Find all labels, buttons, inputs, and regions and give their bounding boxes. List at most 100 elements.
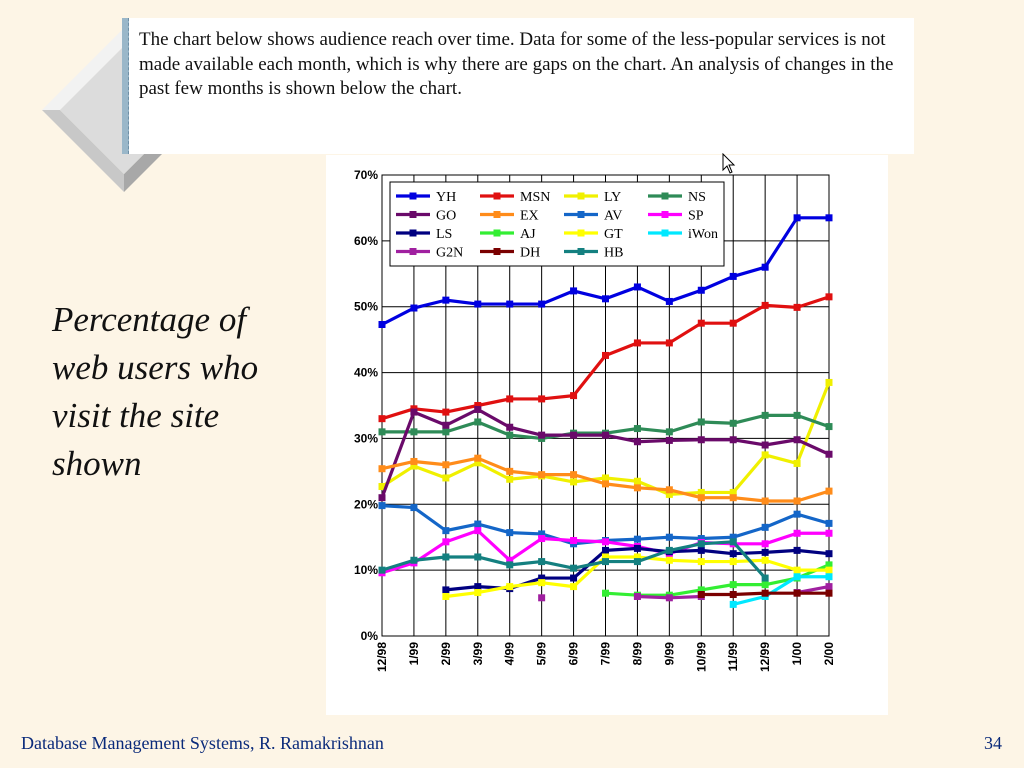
data-point-msn — [665, 339, 673, 347]
data-point-ly — [825, 378, 833, 386]
data-point-go — [729, 436, 737, 444]
data-point-msn — [506, 395, 514, 403]
data-point-sp — [474, 527, 482, 535]
data-point-ex — [506, 467, 514, 475]
data-point-dh — [729, 591, 737, 599]
data-point-ly — [474, 459, 482, 467]
data-point-g2n — [633, 592, 641, 600]
data-point-ns — [442, 428, 450, 436]
data-point-ex — [633, 484, 641, 492]
legend-label-aj: AJ — [520, 227, 536, 242]
data-point-ls — [442, 586, 450, 594]
data-point-ex — [602, 480, 609, 488]
data-point-sp — [538, 535, 546, 543]
data-point-hb — [410, 556, 418, 564]
legend-label-sp: SP — [688, 209, 704, 224]
data-point-yh — [729, 272, 737, 280]
legend-marker-go — [409, 211, 417, 218]
legend-marker-aj — [493, 229, 501, 237]
legend-marker-msn — [493, 192, 501, 200]
data-point-ls — [633, 544, 641, 552]
data-point-iwon — [729, 600, 737, 608]
data-point-av — [761, 523, 769, 531]
legend-marker-dh — [493, 248, 501, 255]
data-point-ex — [570, 471, 578, 479]
legend-label-ex: EX — [520, 209, 539, 224]
data-point-ex — [474, 454, 482, 462]
data-point-aj — [729, 581, 737, 589]
data-point-av — [793, 510, 801, 518]
data-point-yh — [665, 297, 673, 305]
data-point-ly — [442, 474, 450, 482]
x-tick-label: 4/99 — [503, 642, 517, 666]
data-point-hb — [506, 561, 514, 569]
data-point-ly — [378, 483, 386, 491]
data-point-g2n — [665, 594, 673, 602]
data-point-hb — [665, 546, 673, 554]
legend-label-ls: LS — [436, 227, 452, 242]
data-point-sp — [825, 529, 833, 537]
data-point-go — [538, 431, 546, 439]
data-point-ns — [506, 431, 514, 439]
y-tick-label: 10% — [354, 563, 378, 577]
data-point-go — [633, 438, 641, 446]
data-point-ls — [538, 574, 546, 582]
data-point-msn — [538, 395, 546, 403]
data-point-av — [633, 535, 641, 543]
data-point-ex — [825, 487, 833, 495]
data-point-av — [697, 535, 705, 543]
data-point-ns — [633, 425, 641, 433]
data-point-yh — [761, 263, 769, 271]
data-point-ex — [665, 486, 673, 494]
data-point-av — [506, 529, 514, 537]
legend-marker-g2n — [409, 248, 417, 255]
data-point-gt — [729, 558, 737, 566]
x-tick-label: 12/99 — [758, 642, 772, 672]
data-point-sp — [506, 556, 514, 564]
data-point-sp — [761, 540, 769, 548]
data-point-msn — [633, 339, 641, 347]
data-point-go — [410, 408, 418, 416]
data-point-yh — [602, 295, 609, 303]
legend-marker-ls — [409, 229, 417, 237]
mouse-pointer-icon — [722, 153, 736, 174]
data-point-dh — [697, 591, 705, 599]
x-tick-label: 2/99 — [439, 642, 453, 666]
series-line-iwon — [732, 575, 829, 606]
legend-marker-sp — [661, 211, 669, 218]
data-point-ls — [793, 546, 801, 554]
data-point-gt — [538, 579, 546, 587]
x-tick-label: 2/00 — [822, 642, 836, 666]
data-point-ly — [697, 488, 705, 496]
legend-label-gt: GT — [604, 227, 623, 242]
data-point-sp — [793, 529, 801, 537]
x-tick-label: 1/00 — [790, 642, 804, 666]
data-point-yh — [410, 304, 418, 312]
data-point-ls — [570, 574, 578, 582]
data-point-ly — [506, 475, 514, 483]
data-point-ex — [697, 494, 705, 502]
y-tick-label: 50% — [354, 300, 378, 314]
data-point-ns — [793, 411, 801, 419]
data-point-gt — [665, 556, 673, 564]
data-point-go — [697, 436, 705, 444]
data-point-ns — [697, 418, 705, 426]
data-point-av — [538, 530, 546, 538]
legend-label-yh: YH — [436, 190, 456, 205]
legend-marker-yh — [409, 192, 417, 200]
data-point-yh — [538, 300, 546, 308]
data-point-ns — [665, 428, 673, 436]
data-point-av — [825, 519, 833, 527]
data-point-g2n — [825, 583, 833, 591]
data-point-ls — [761, 548, 769, 556]
data-point-av — [665, 533, 673, 541]
chart-panel: 0% 10% 20% 30% 40% 50% 60% 70% 12/98 1/99 2/99 3/99… — [326, 155, 888, 715]
data-point-hb — [761, 574, 769, 582]
data-point-aj — [602, 589, 609, 597]
data-point-ls — [474, 583, 482, 591]
data-point-av — [378, 502, 386, 510]
data-point-go — [761, 441, 769, 449]
x-tick-label: 3/99 — [471, 642, 485, 666]
data-point-ly — [570, 478, 578, 486]
data-point-go — [378, 494, 386, 502]
